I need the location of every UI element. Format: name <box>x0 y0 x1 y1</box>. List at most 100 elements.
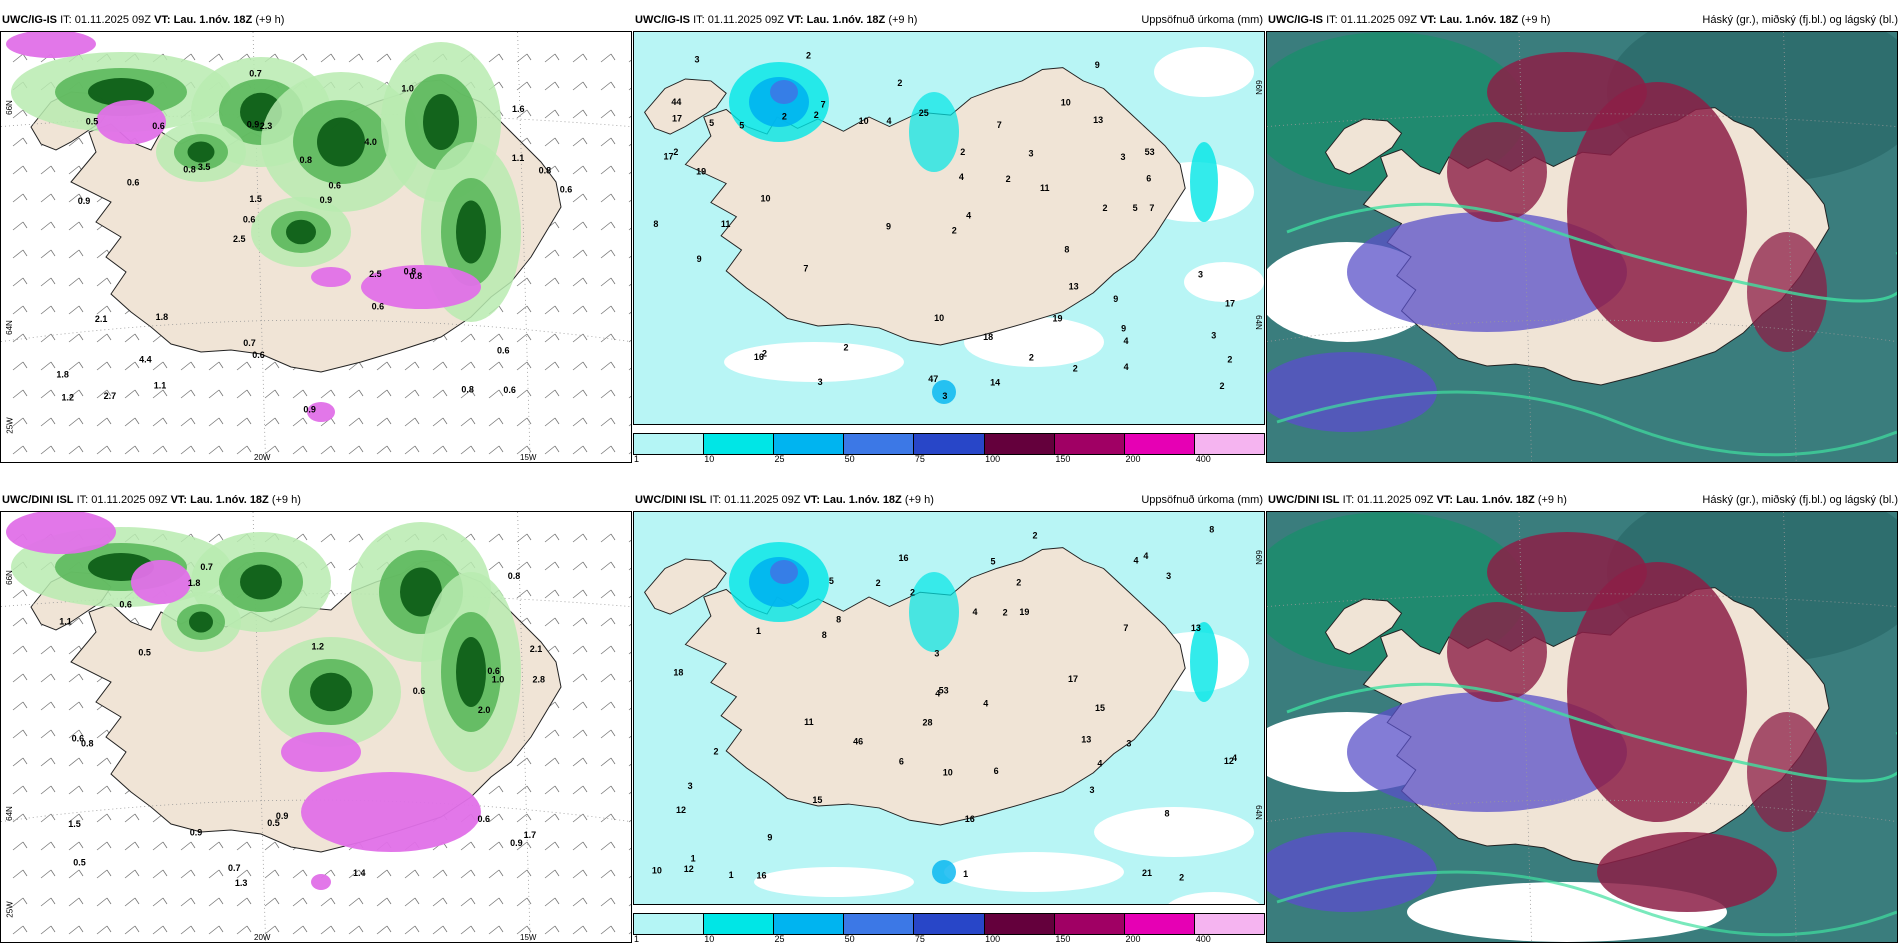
wind-barb <box>12 333 28 343</box>
wind-barb <box>544 389 560 399</box>
precip-amount-label: 0.9 <box>303 405 316 415</box>
wind-barb <box>96 277 112 287</box>
wind-barb <box>544 81 560 91</box>
wind-barb <box>208 389 224 399</box>
precip-accum-label: 1 <box>756 626 761 636</box>
precip-area-heavy <box>456 637 486 707</box>
wind-barb <box>628 539 631 543</box>
precip-accum-label: 6 <box>899 757 904 767</box>
precip-10-25 <box>909 92 959 172</box>
precip-accum-label: 10 <box>761 193 771 203</box>
wind-barb <box>96 389 112 399</box>
precip-amount-label: 0.6 <box>329 181 342 191</box>
precip-accum-label: 5 <box>709 118 714 128</box>
wind-barb <box>432 869 448 879</box>
precip-accum-label: 3 <box>934 649 939 659</box>
wind-barb <box>236 869 252 879</box>
precip-accum-label: 4 <box>1124 336 1129 346</box>
wind-barb <box>96 869 112 879</box>
wind-barb <box>600 813 616 823</box>
wind-barb <box>96 841 112 851</box>
precip-amount-label: 0.9 <box>510 838 523 848</box>
wind-barb <box>628 171 631 175</box>
dry-area <box>754 867 914 897</box>
wind-barb <box>488 389 504 399</box>
wind-barb <box>124 389 140 399</box>
wind-barb <box>348 925 364 935</box>
wind-barb <box>628 903 631 907</box>
wind-barb <box>68 841 84 851</box>
wind-barb <box>68 673 84 683</box>
precip-accum-label: 18 <box>983 332 993 342</box>
wind-barb <box>180 417 196 427</box>
wind-barb <box>572 645 588 655</box>
wind-barb <box>292 897 308 907</box>
precip-amount-label: 0.6 <box>372 301 385 311</box>
precip-accum-label: 9 <box>697 254 702 264</box>
wind-barb <box>40 869 56 879</box>
precip-accum-label: 5 <box>1133 203 1138 213</box>
mid-cloud-area <box>1447 122 1547 222</box>
precip-accum-label: 53 <box>1145 147 1155 157</box>
wind-barb <box>320 389 336 399</box>
snow-area <box>301 772 481 852</box>
precip-amount-label: 0.8 <box>539 166 552 176</box>
wind-barb <box>572 137 588 147</box>
lat-label-66n: 66N <box>1253 80 1263 95</box>
precip-accum-label: 9 <box>767 832 772 842</box>
panel-subtitle: Uppsöfnuð úrkoma (mm) <box>1141 14 1263 26</box>
wind-barb <box>572 389 588 399</box>
wind-barb <box>572 445 588 455</box>
precip-accum-label: 16 <box>898 553 908 563</box>
wind-barb <box>544 841 560 851</box>
wind-barb <box>516 785 532 795</box>
wind-barb <box>544 109 560 119</box>
dry-area <box>1168 892 1260 904</box>
colorbar-segment <box>844 914 915 934</box>
wind-barb <box>68 897 84 907</box>
precip-accum-label: 13 <box>1093 115 1103 125</box>
wind-barb <box>572 221 588 231</box>
precip-amount-label: 1.7 <box>524 830 537 840</box>
precip-accum-label: 8 <box>1064 245 1069 255</box>
wind-barb <box>628 875 631 879</box>
wind-barb <box>68 869 84 879</box>
wind-barb <box>40 645 56 655</box>
wind-barb <box>544 445 560 455</box>
wind-barb <box>376 361 392 371</box>
precip-amount-label: 1.8 <box>156 312 169 322</box>
wind-barb <box>40 165 56 175</box>
panel-subtitle: Háský (gr.), miðský (fj.bl.) og lágský (… <box>1702 494 1898 506</box>
wind-barb <box>12 813 28 823</box>
wind-barb <box>124 841 140 851</box>
wind-barb <box>488 841 504 851</box>
precip-accum-label: 2 <box>960 147 965 157</box>
precip-accum-label: 2 <box>762 349 767 359</box>
precip-amount-label: 0.5 <box>267 818 280 828</box>
wind-barb <box>544 897 560 907</box>
wind-barb <box>544 137 560 147</box>
wind-barb <box>12 589 28 599</box>
wind-barb <box>572 109 588 119</box>
wind-barb <box>12 701 28 711</box>
precip-amount-label: 2.1 <box>95 314 108 324</box>
wind-barb <box>68 813 84 823</box>
wind-barb <box>348 533 364 543</box>
wind-barb <box>404 417 420 427</box>
wind-barb <box>40 389 56 399</box>
wind-barb <box>516 361 532 371</box>
precip-amount-label: 1.5 <box>68 819 81 829</box>
precip-accum-label: 53 <box>939 686 949 696</box>
wind-barb <box>600 81 616 91</box>
wind-barb <box>348 445 364 455</box>
wind-barb <box>96 813 112 823</box>
precip-accum-label: 6 <box>994 766 999 776</box>
lon-label-15w: 15W <box>520 453 537 462</box>
panel-header: UWC/DINI ISL IT: 01.11.2025 09Z VT: Lau.… <box>635 494 934 506</box>
wind-barb <box>40 673 56 683</box>
wind-barb <box>236 445 252 455</box>
precip-amount-label: 1.2 <box>312 642 325 652</box>
precip-amount-label: 2.7 <box>104 391 117 401</box>
panel-header: UWC/DINI ISL IT: 01.11.2025 09Z VT: Lau.… <box>2 494 301 506</box>
wind-barb <box>12 249 28 259</box>
